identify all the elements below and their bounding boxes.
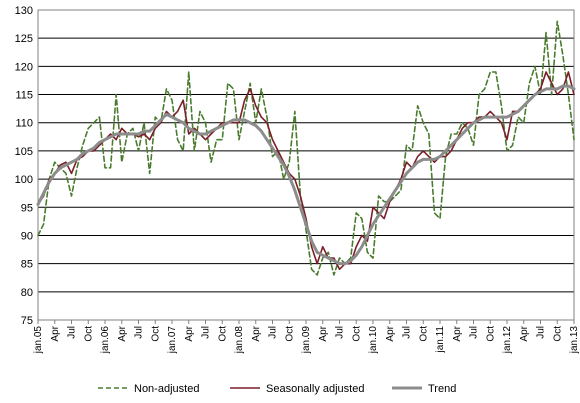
x-tick-label: jan.08 bbox=[234, 326, 245, 355]
x-tick-label: Apr bbox=[50, 325, 61, 341]
x-tick-label: Oct bbox=[351, 326, 362, 342]
y-tick-label: 85 bbox=[21, 259, 33, 271]
x-tick-label: Jul bbox=[134, 326, 145, 339]
x-tick-label: jan.12 bbox=[502, 326, 513, 355]
gridlines bbox=[38, 9, 574, 321]
x-tick-label: Oct bbox=[150, 326, 161, 342]
series-lines bbox=[36, 20, 576, 276]
y-tick-label: 105 bbox=[15, 146, 33, 158]
x-tick-label: jan.06 bbox=[100, 326, 111, 355]
x-tick-label: Jul bbox=[536, 326, 547, 339]
y-tick-label: 130 bbox=[15, 5, 33, 17]
x-tick-label: Apr bbox=[519, 325, 530, 341]
x-tick-label: Oct bbox=[552, 326, 563, 342]
legend-label: Trend bbox=[428, 383, 456, 395]
x-tick-label: Apr bbox=[251, 325, 262, 341]
x-tick-label: jan.05 bbox=[33, 326, 44, 355]
y-tick-label: 120 bbox=[15, 61, 33, 73]
legend-label: Non-adjusted bbox=[134, 383, 199, 395]
y-tick-label: 115 bbox=[15, 90, 33, 102]
x-tick-label: Oct bbox=[418, 326, 429, 342]
legend: Non-adjusted Seasonally adjusted Trend bbox=[98, 383, 456, 395]
y-tick-label: 90 bbox=[21, 230, 33, 242]
y-tick-label: 75 bbox=[21, 315, 33, 327]
y-tick-label: 110 bbox=[15, 118, 33, 130]
x-tick-label: Apr bbox=[117, 325, 128, 341]
y-axis: 75 80 85 90 95 100 105 110 115 120 125 130 bbox=[15, 5, 33, 327]
x-tick-label: Oct bbox=[83, 326, 94, 342]
x-tick-label: jan.13 bbox=[569, 326, 580, 355]
x-tick-label: Oct bbox=[284, 326, 295, 342]
series-line-seasonally-adjusted bbox=[37, 71, 575, 271]
x-tick-label: Jul bbox=[201, 326, 212, 339]
x-axis: jan.05 Apr Jul Oct jan.06 Apr Jul Oct jan.07 Apr J… bbox=[33, 320, 580, 354]
y-tick-label: 95 bbox=[21, 202, 33, 214]
legend-label: Seasonally adjusted bbox=[266, 383, 364, 395]
plot-area-border bbox=[37, 9, 575, 321]
x-tick-label: Jul bbox=[469, 326, 480, 339]
x-tick-label: Apr bbox=[318, 325, 329, 341]
y-tick-label: 100 bbox=[15, 174, 33, 186]
x-tick-label: Apr bbox=[385, 325, 396, 341]
x-tick-label: jan.07 bbox=[167, 326, 178, 355]
x-tick-label: Oct bbox=[217, 326, 228, 342]
x-tick-label: Oct bbox=[485, 326, 496, 342]
x-tick-label: Jul bbox=[402, 326, 413, 339]
series-line-non-adjusted bbox=[37, 20, 575, 276]
x-tick-label: Jul bbox=[335, 326, 346, 339]
y-tick-label: 125 bbox=[15, 33, 33, 45]
x-tick-label: Jul bbox=[268, 326, 279, 339]
x-tick-label: Apr bbox=[452, 325, 463, 341]
series-line-trend bbox=[36, 84, 576, 266]
x-tick-label: Apr bbox=[184, 325, 195, 341]
y-tick-label: 80 bbox=[21, 287, 33, 299]
x-tick-label: jan.10 bbox=[368, 326, 379, 355]
x-tick-label: jan.09 bbox=[301, 326, 312, 355]
x-tick-label: Jul bbox=[67, 326, 78, 339]
x-tick-label: jan.11 bbox=[435, 326, 446, 354]
